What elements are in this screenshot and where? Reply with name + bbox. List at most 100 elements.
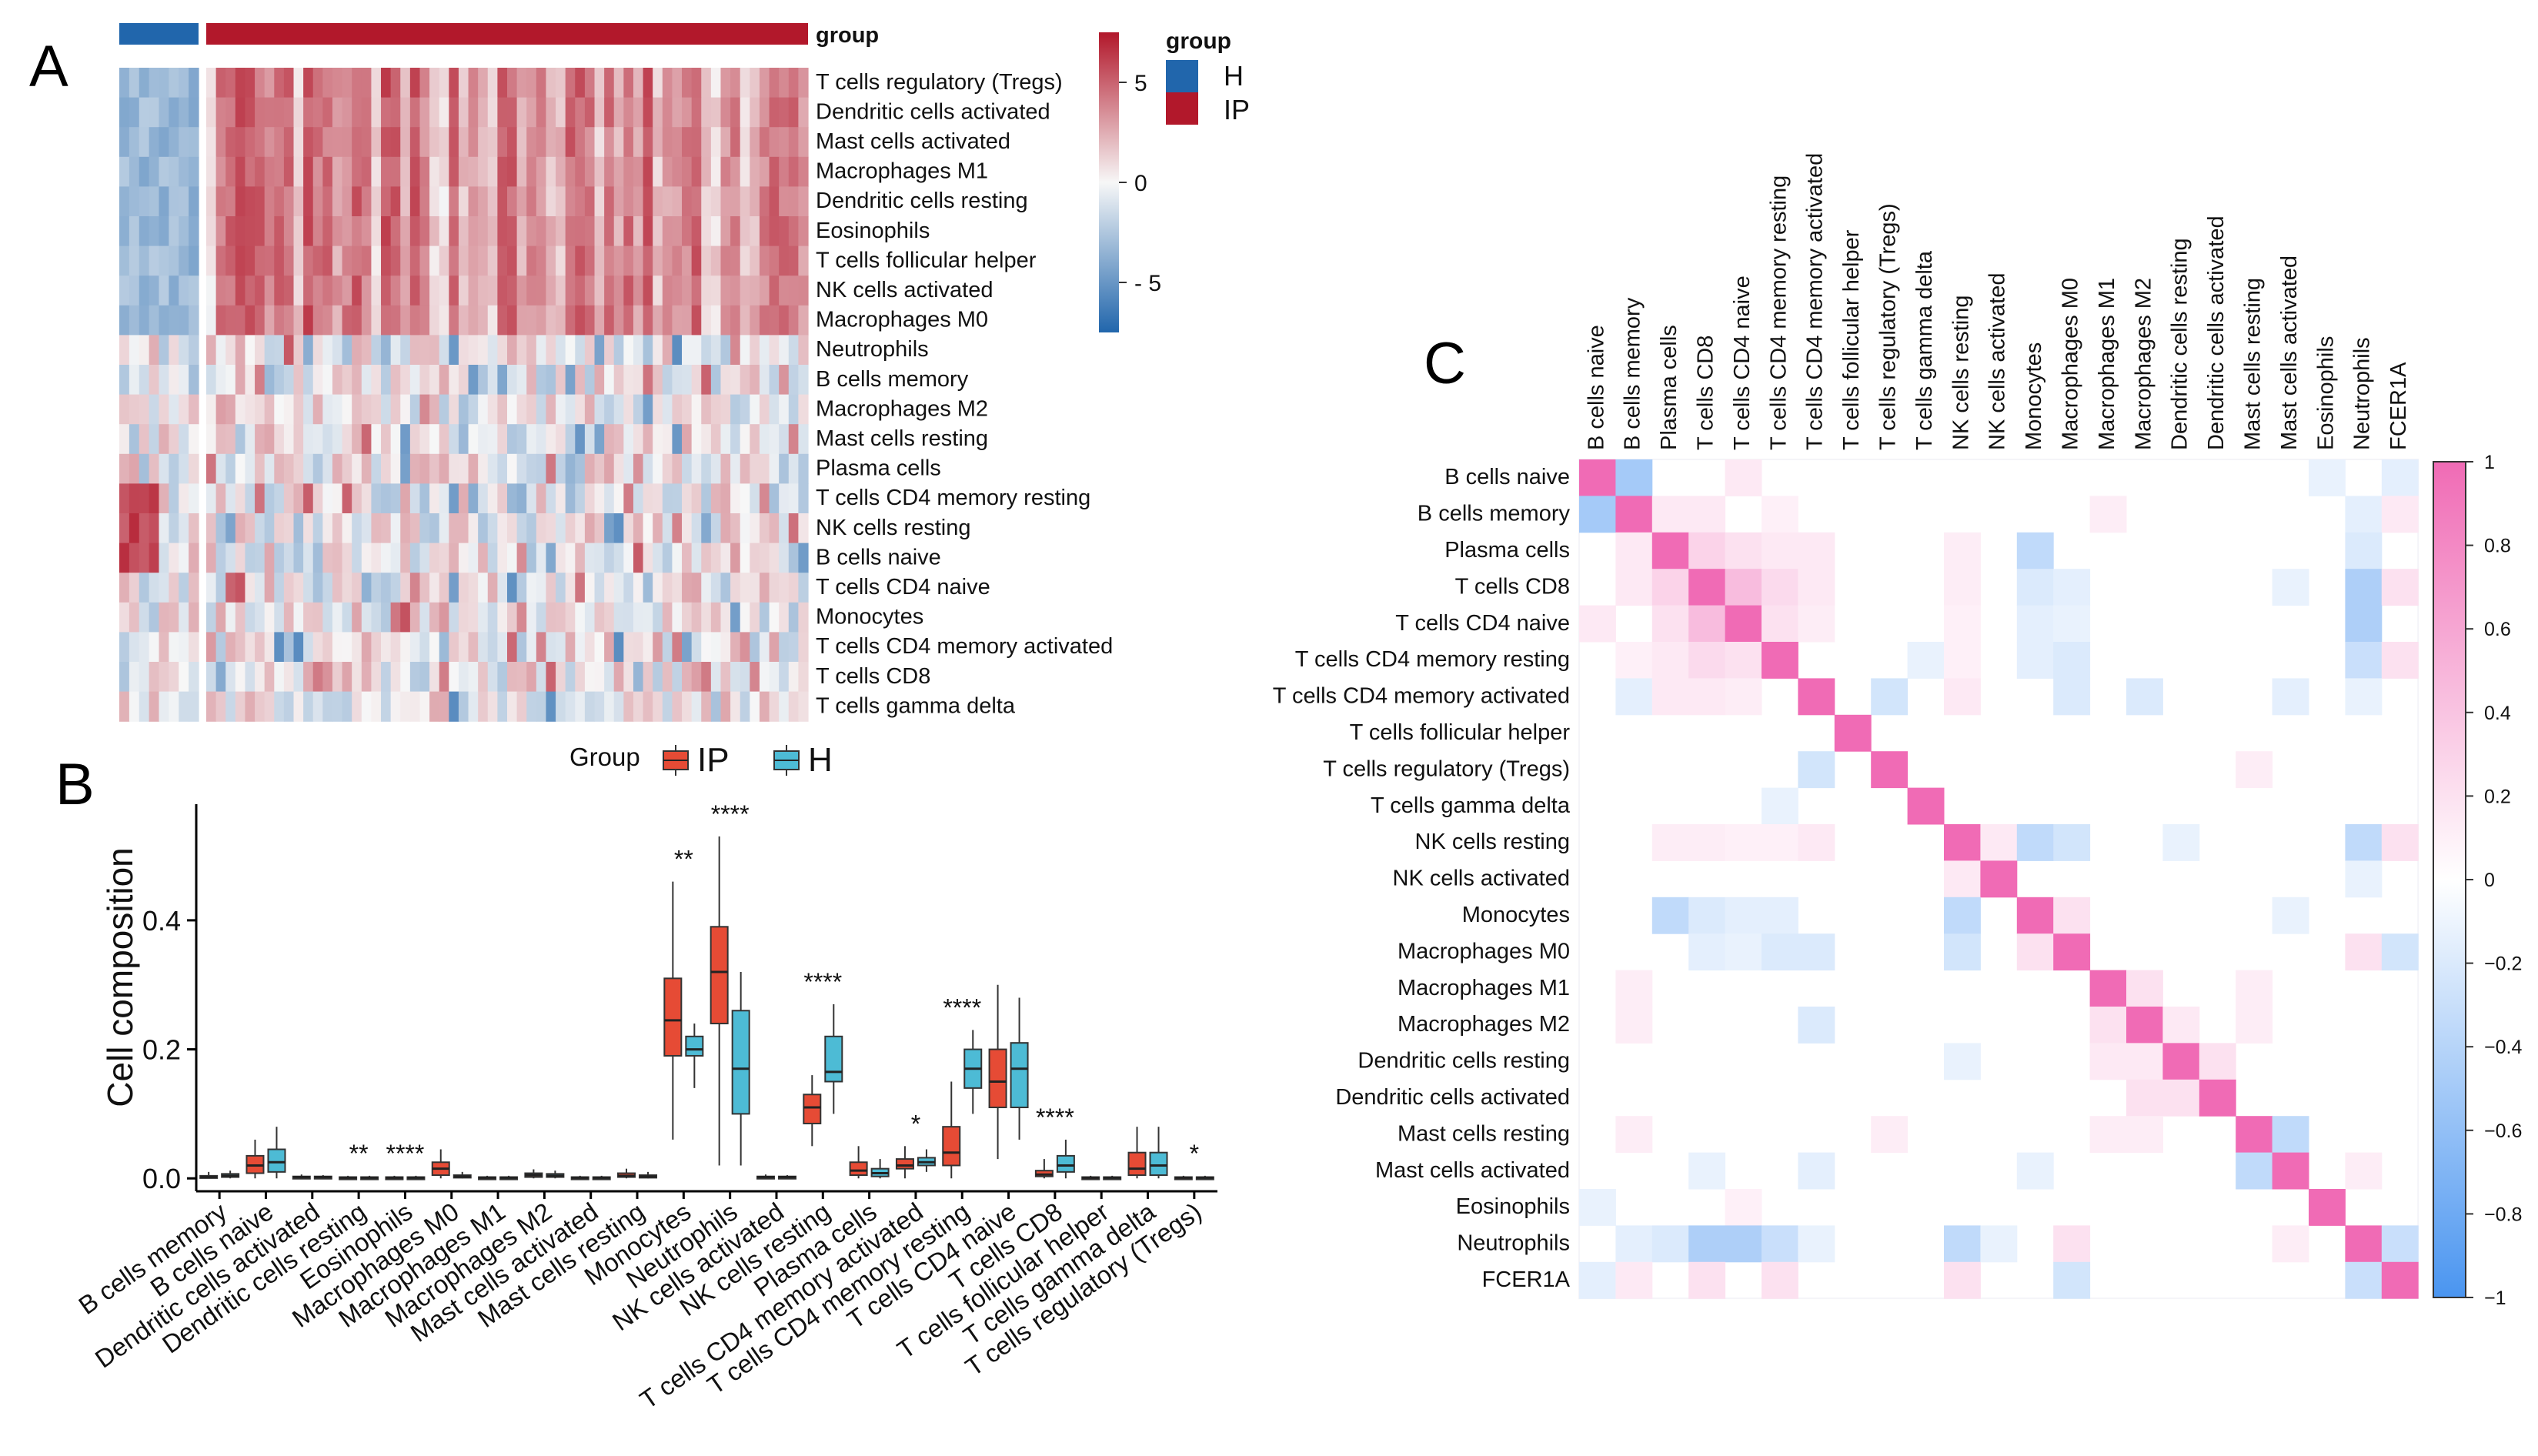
heatmap-cell [682, 305, 693, 336]
heatmap-cell [409, 245, 421, 276]
correlation-cell [1798, 1152, 1835, 1190]
heatmap-cell [293, 156, 304, 187]
heatmap-cell [497, 632, 508, 663]
heatmap-cell [750, 662, 760, 693]
heatmap-cell [720, 68, 731, 99]
correlation-column-label: T cells CD4 naive [1730, 276, 1755, 450]
heatmap-cell [536, 483, 547, 514]
legend-label-ip: IP [697, 741, 730, 779]
heatmap-cell [633, 483, 644, 514]
heatmap-cell [215, 573, 226, 603]
heatmap-cell [584, 453, 596, 484]
heatmap-cell [643, 127, 653, 158]
heatmap-cell [710, 68, 722, 99]
heatmap-cell [179, 156, 189, 187]
correlation-column-label: Macrophages M2 [2131, 278, 2156, 450]
heatmap-cell [769, 335, 780, 366]
heatmap-cell [779, 216, 790, 247]
heatmap-cell [653, 186, 663, 217]
heatmap-cell [672, 68, 683, 99]
heatmap-cell [274, 513, 285, 544]
heatmap-cell [710, 245, 722, 276]
heatmap-cell [584, 97, 596, 128]
correlation-row-label: B cells memory [1418, 502, 1571, 526]
heatmap-cell [245, 513, 255, 544]
heatmap-cell [332, 573, 343, 603]
heatmap-cell [613, 691, 624, 722]
heatmap-cell [439, 186, 449, 217]
heatmap-cell [701, 573, 712, 603]
heatmap-cell [419, 453, 430, 484]
heatmap-cell [439, 691, 449, 722]
heatmap-cell [439, 216, 449, 247]
heatmap-cell [633, 424, 644, 455]
heatmap-cell [487, 305, 498, 336]
heatmap-cell [759, 662, 770, 693]
heatmap-cell [720, 632, 731, 663]
heatmap-cell [594, 394, 605, 425]
heatmap-cell [361, 483, 372, 514]
heatmap-cell [565, 156, 576, 187]
correlation-cell [2381, 496, 2419, 533]
correlation-cell [1944, 605, 1981, 643]
heatmap-cell [507, 245, 518, 276]
heatmap-cell [390, 573, 401, 603]
heatmap-cell [672, 602, 683, 633]
heatmap-cell [255, 453, 265, 484]
heatmap-cell [516, 632, 527, 663]
heatmap-cell [419, 335, 430, 366]
heatmap-cell [189, 216, 199, 247]
heatmap-cell [536, 305, 547, 336]
heatmap-cell [565, 573, 576, 603]
heatmap-cell [604, 305, 615, 336]
heatmap-cell [169, 276, 179, 306]
heatmap-cell [400, 394, 411, 425]
heatmap-cell [274, 276, 285, 306]
heatmap-cell [526, 513, 537, 544]
correlation-cell [1798, 532, 1835, 569]
heatmap-cell [468, 691, 479, 722]
heatmap-cell [225, 602, 236, 633]
heatmap-cell [750, 365, 760, 396]
heatmap-cell [536, 276, 547, 306]
heatmap-cell [159, 365, 169, 396]
correlation-cell [2053, 642, 2091, 679]
heatmap-cell [788, 394, 799, 425]
heatmap-cell [769, 97, 780, 128]
heatmap-cell [419, 543, 430, 573]
heatmap-cell [169, 365, 179, 396]
heatmap-cell [409, 305, 421, 336]
row-label: T cells follicular helper [816, 248, 1037, 272]
heatmap-cell [159, 394, 169, 425]
correlation-column-label: Neutrophils [2350, 337, 2375, 450]
heatmap-cell [575, 335, 586, 366]
box-body [663, 977, 683, 1057]
heatmap-cell [206, 394, 217, 425]
heatmap-cell [458, 216, 469, 247]
correlation-cell [2162, 1043, 2200, 1080]
heatmap-cell [633, 276, 644, 306]
heatmap-cell [487, 335, 498, 366]
row-label: T cells CD4 naive [816, 575, 990, 599]
heatmap-cell [575, 602, 586, 633]
correlation-cell [2272, 1152, 2309, 1190]
heatmap-cell [429, 305, 440, 336]
heatmap-cell [478, 186, 489, 217]
heatmap-cell [245, 365, 255, 396]
heatmap-cell [129, 216, 140, 247]
heatmap-cell [390, 483, 401, 514]
correlation-cell [1944, 1225, 1981, 1263]
heatmap-cell [245, 156, 255, 187]
heatmap-cell [400, 156, 411, 187]
heatmap-cell [371, 691, 382, 722]
heatmap-cell [623, 662, 634, 693]
heatmap-cell [487, 424, 498, 455]
heatmap-cell [478, 276, 489, 306]
heatmap-cell [740, 662, 750, 693]
heatmap-cell [381, 186, 392, 217]
heatmap-cell [458, 632, 469, 663]
correlation-cell [1579, 1189, 1616, 1226]
heatmap-cell [119, 483, 130, 514]
heatmap-cell [449, 186, 459, 217]
